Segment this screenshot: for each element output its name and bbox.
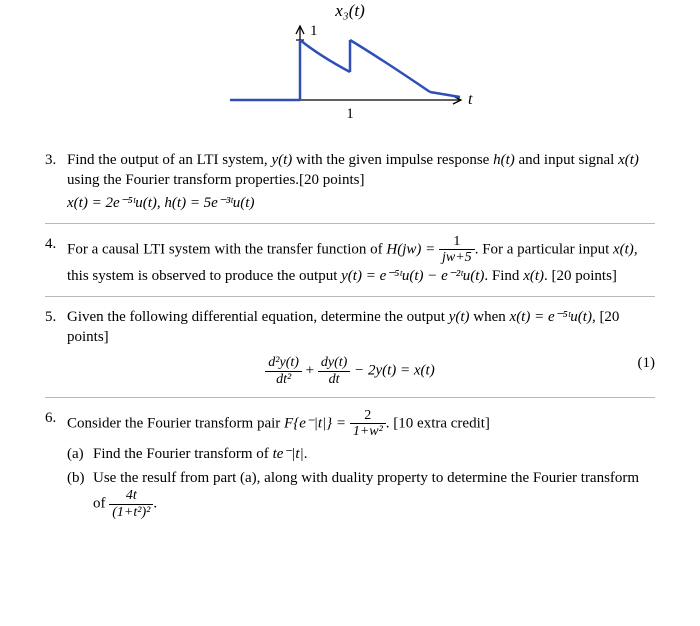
problem-5-frac1-n: d²y(t) — [265, 355, 302, 371]
problem-4-yt-eq: y(t) = e⁻⁵ᵗu(t) − e⁻²ᵗu(t) — [341, 268, 484, 284]
graph-title: x₃(t) — [334, 1, 365, 20]
separator-1 — [45, 223, 655, 224]
problem-6b-frac: 4t(1+t²)² — [109, 488, 153, 520]
problem-3-text-c: and input signal — [515, 152, 618, 168]
problem-6a-expr: te⁻|t| — [273, 446, 304, 462]
signal-decay-1 — [300, 40, 350, 72]
problem-4-text-d: . Find — [484, 268, 523, 284]
problem-4-frac-n: 1 — [439, 234, 475, 250]
problem-5-frac2: dy(t)dt — [318, 355, 350, 387]
problem-5-text-a: Given the following differential equatio… — [67, 309, 449, 325]
problem-5-text-b: when — [470, 309, 510, 325]
problem-4-frac: 1jw+5 — [439, 234, 475, 266]
problem-6b-text-a: Use the resulf from part (a), along with… — [93, 470, 639, 512]
signal-graph-svg: x₃(t) 1 1 t — [210, 0, 490, 140]
problem-4-hjw: H(jw) = — [386, 241, 439, 257]
problem-6-frac-d: 1+w² — [350, 424, 386, 439]
problem-3-equation: x(t) = 2e⁻⁵ᵗu(t), h(t) = 5e⁻³ᵗu(t) — [67, 193, 655, 213]
problem-4-xt2: x(t) — [523, 268, 544, 284]
problem-6: 6. Consider the Fourier transform pair F… — [45, 408, 655, 520]
problem-3-text-a: Find the output of an LTI system, — [67, 152, 271, 168]
problem-5-frac2-n: dy(t) — [318, 355, 350, 371]
problem-3-number: 3. — [45, 150, 56, 170]
problem-4-text-e: . [20 points] — [544, 268, 617, 284]
problem-3-ht: h(t) — [493, 152, 515, 168]
problem-6-fpair: F{e⁻|t|} = — [284, 415, 350, 431]
problem-3-xt: x(t) — [618, 152, 639, 168]
problem-5-yt: y(t) — [449, 309, 470, 325]
problem-6b: (b) Use the resulf from part (a), along … — [67, 468, 655, 520]
page: x₃(t) 1 1 t — [0, 0, 700, 626]
y-tick-label: 1 — [310, 23, 318, 39]
problem-6a-end: . — [304, 446, 308, 462]
problem-5-frac1: d²y(t)dt² — [265, 355, 302, 387]
problem-5-frac1-d: dt² — [265, 372, 302, 387]
signal-decay-2 — [350, 40, 430, 92]
problem-3: 3. Find the output of an LTI system, y(t… — [45, 150, 655, 213]
problem-6-number: 6. — [45, 408, 56, 428]
problem-4-text-a: For a causal LTI system with the transfe… — [67, 241, 386, 257]
x-tick-label: 1 — [346, 106, 354, 122]
separator-3 — [45, 397, 655, 398]
problem-6a-text: Find the Fourier transform of — [93, 446, 273, 462]
problem-4-xt: x(t) — [613, 241, 634, 257]
problem-6-frac: 21+w² — [350, 408, 386, 440]
signal-baseline-right — [430, 92, 460, 97]
separator-2 — [45, 296, 655, 297]
problem-5-plus: + — [302, 363, 318, 379]
problem-6b-frac-d: (1+t²)² — [109, 505, 153, 520]
problem-5-rest: − 2y(t) = x(t) — [350, 363, 434, 379]
problem-5-eq-number: (1) — [638, 355, 656, 372]
problem-6b-label: (b) — [67, 468, 85, 488]
problem-6a: (a) Find the Fourier transform of te⁻|t|… — [67, 444, 655, 464]
problem-5-xt-eq: x(t) = e⁻⁵ᵗu(t) — [510, 309, 592, 325]
problem-3-text-d: using the Fourier transform properties.[… — [67, 172, 364, 188]
signal-graph: x₃(t) 1 1 t — [210, 0, 490, 140]
problem-4-number: 4. — [45, 234, 56, 254]
problem-6-text-a: Consider the Fourier transform pair — [67, 415, 284, 431]
problem-4-frac-d: jw+5 — [439, 250, 475, 265]
x-axis-label: t — [468, 91, 473, 108]
problem-3-yt: y(t) — [271, 152, 292, 168]
problem-4: 4. For a causal LTI system with the tran… — [45, 234, 655, 286]
problem-3-text-b: with the given impulse response — [292, 152, 493, 168]
problem-6-frac-n: 2 — [350, 408, 386, 424]
problem-6b-end: . — [153, 496, 157, 512]
problem-6a-label: (a) — [67, 444, 84, 464]
problem-5-equation: d²y(t)dt² + dy(t)dt − 2y(t) = x(t) (1) — [45, 355, 655, 387]
problem-4-text-b: . For a particular input — [475, 241, 613, 257]
problem-6-text-b: . [10 extra credit] — [386, 415, 490, 431]
problem-5-number: 5. — [45, 307, 56, 327]
problem-6b-frac-n: 4t — [109, 488, 153, 504]
problem-5-frac2-d: dt — [318, 372, 350, 387]
problem-5: 5. Given the following differential equa… — [45, 307, 655, 348]
